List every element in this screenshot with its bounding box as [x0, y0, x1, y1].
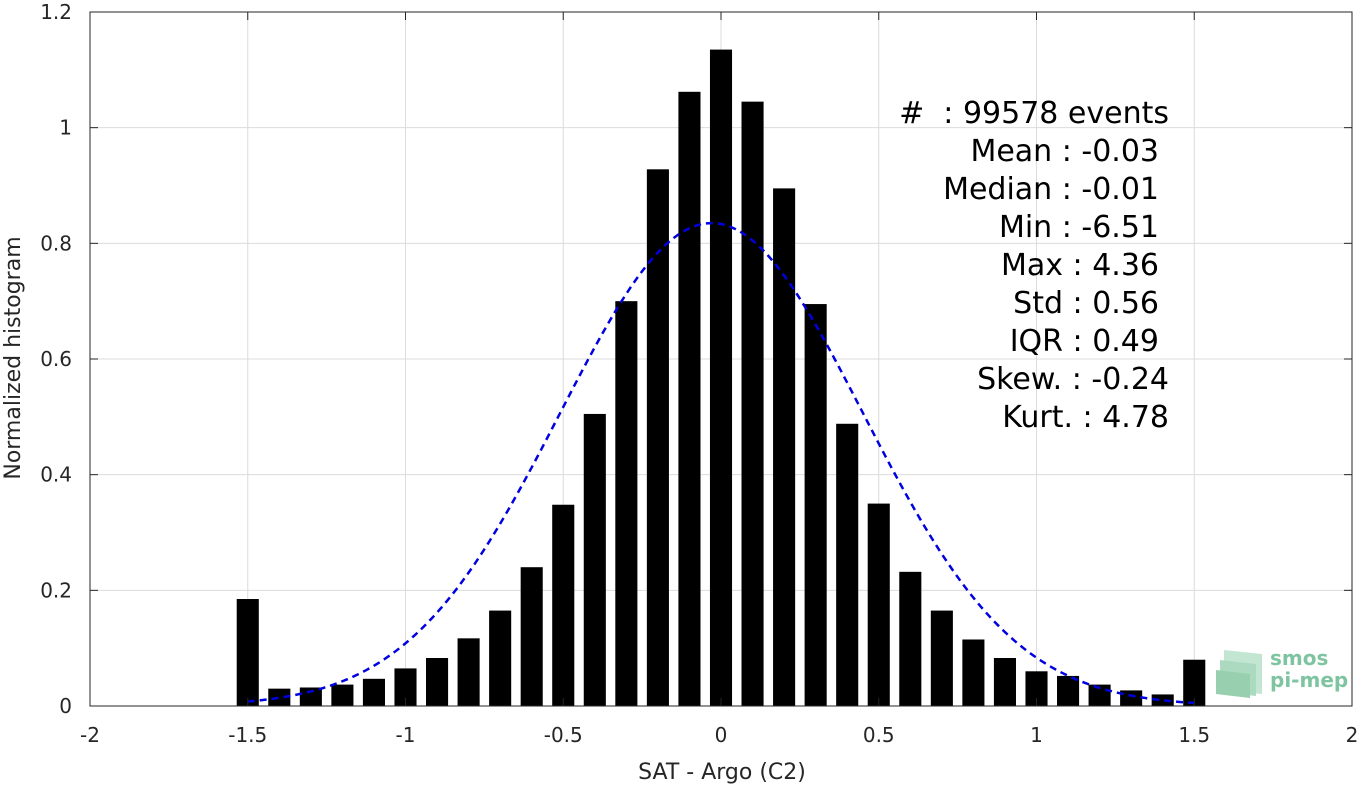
histogram-bar: [709, 49, 733, 706]
normal-fit-curve: [247, 221, 1195, 705]
x-tick-label: 2: [1346, 723, 1359, 747]
y-tick-label: 1.2: [40, 0, 72, 24]
histogram-bar: [1057, 675, 1080, 706]
stats-box: # : 99578 events Mean : -0.03 Median : -…: [899, 96, 1169, 435]
histogram-bar: [962, 639, 985, 706]
histogram-bar: [804, 304, 827, 706]
x-tick-label: -1.5: [228, 723, 267, 747]
x-tick-label: 1: [1030, 723, 1043, 747]
y-tick-label: 0.2: [40, 578, 72, 602]
histogram-bar: [930, 610, 953, 706]
x-tick-label: 1.5: [1178, 723, 1210, 747]
stats-mean: Mean : -0.03: [970, 134, 1159, 169]
x-tick-label: -1: [396, 723, 416, 747]
x-tick-label: -2: [80, 723, 100, 747]
x-axis-ticks: -2 -1.5 -1 -0.5 0 0.5 1 1.5 2: [80, 12, 1358, 747]
wave-logo-icon: [1216, 650, 1262, 698]
histogram-bar: [394, 668, 417, 706]
stats-std: Std : 0.56: [1013, 286, 1159, 321]
histogram-bar: [520, 567, 543, 706]
stats-skew: Skew. : -0.24: [977, 362, 1169, 397]
logo-line2: pi-mep: [1270, 668, 1348, 692]
stats-events: # : 99578 events: [899, 96, 1169, 131]
histogram-bars: [236, 49, 1206, 707]
y-tick-label: 0.6: [40, 347, 72, 371]
histogram-bar: [1025, 671, 1048, 706]
stats-min: Min : -6.51: [999, 210, 1159, 245]
x-tick-label: 0.5: [863, 723, 895, 747]
histogram-bar: [299, 687, 322, 706]
histogram-bar: [1120, 690, 1143, 706]
histogram-bar: [899, 571, 922, 706]
stats-max: Max : 4.36: [1001, 248, 1159, 283]
x-tick-label: -0.5: [544, 723, 583, 747]
y-axis-ticks: 0 0.2 0.4 0.6 0.8 1 1.2: [40, 0, 1352, 718]
histogram-bar: [615, 301, 638, 706]
histogram-bar: [362, 678, 385, 706]
x-tick-label: 0: [715, 723, 728, 747]
histogram-bar: [1151, 694, 1174, 706]
histogram-bar: [236, 599, 259, 706]
y-tick-label: 1: [59, 116, 72, 140]
histogram-bar: [867, 503, 890, 706]
logo-line1: smos: [1270, 646, 1328, 670]
y-tick-label: 0.4: [40, 463, 72, 487]
stats-iqr: IQR : 0.49: [1010, 324, 1159, 359]
histogram-bar: [678, 91, 701, 706]
y-tick-label: 0: [59, 694, 72, 718]
histogram-bar: [1183, 659, 1206, 706]
histogram-bar: [331, 684, 354, 706]
histogram-bar: [773, 188, 796, 706]
histogram-bar: [646, 169, 669, 707]
histogram-bar: [993, 657, 1016, 706]
histogram-bar: [489, 610, 512, 706]
histogram-bar: [741, 101, 764, 707]
y-tick-label: 0.8: [40, 231, 72, 255]
smos-pimep-logo: smos pi-mep: [1216, 646, 1348, 698]
stats-median: Median : -0.01: [943, 172, 1159, 207]
stats-kurt: Kurt. : 4.78: [1002, 400, 1169, 435]
x-axis-label: SAT - Argo (C2): [638, 760, 806, 785]
histogram-bar: [457, 638, 480, 706]
histogram-bar: [268, 688, 291, 706]
y-axis-label: Normalized histogram: [1, 236, 26, 479]
histogram-bar: [583, 413, 606, 706]
histogram-bar: [552, 504, 575, 706]
histogram-bar: [426, 657, 449, 706]
histogram-bar: [836, 423, 859, 706]
